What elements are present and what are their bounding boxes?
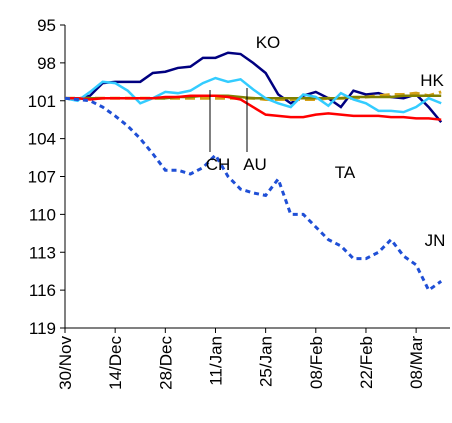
y-tick-label: 107 (28, 168, 56, 187)
y-tick-label: 113 (29, 243, 56, 262)
series-label: HK (420, 71, 444, 90)
x-tick-label: 28/Dec (156, 336, 175, 390)
y-tick-label: 104 (28, 130, 56, 149)
y-tick-label: 119 (29, 319, 56, 338)
y-tick-label: 101 (28, 92, 56, 111)
x-tick-label: 22/Feb (357, 336, 376, 389)
y-tick-label: 116 (29, 281, 56, 300)
series-line (64, 51, 443, 124)
y-tick-label: 110 (29, 205, 56, 224)
x-tick-label: 11/Jan (206, 336, 225, 386)
series-label: AU (243, 155, 267, 174)
series-line (65, 94, 442, 121)
y-tick-label: 95 (37, 16, 56, 35)
series-line (64, 76, 442, 114)
x-tick-label: 14/Dec (106, 336, 125, 390)
series-line (64, 96, 443, 293)
x-tick-label: 30/Nov (56, 336, 75, 390)
series-label: JN (425, 231, 446, 250)
y-tick-label: 98 (37, 54, 56, 73)
x-tick-label: 25/Jan (257, 336, 276, 387)
series-label: KO (256, 33, 281, 52)
series-label: TA (335, 163, 356, 182)
x-tick-label: 08/Mar (407, 336, 426, 389)
series-label: CH (206, 155, 231, 174)
x-tick-label: 08/Feb (307, 336, 326, 389)
